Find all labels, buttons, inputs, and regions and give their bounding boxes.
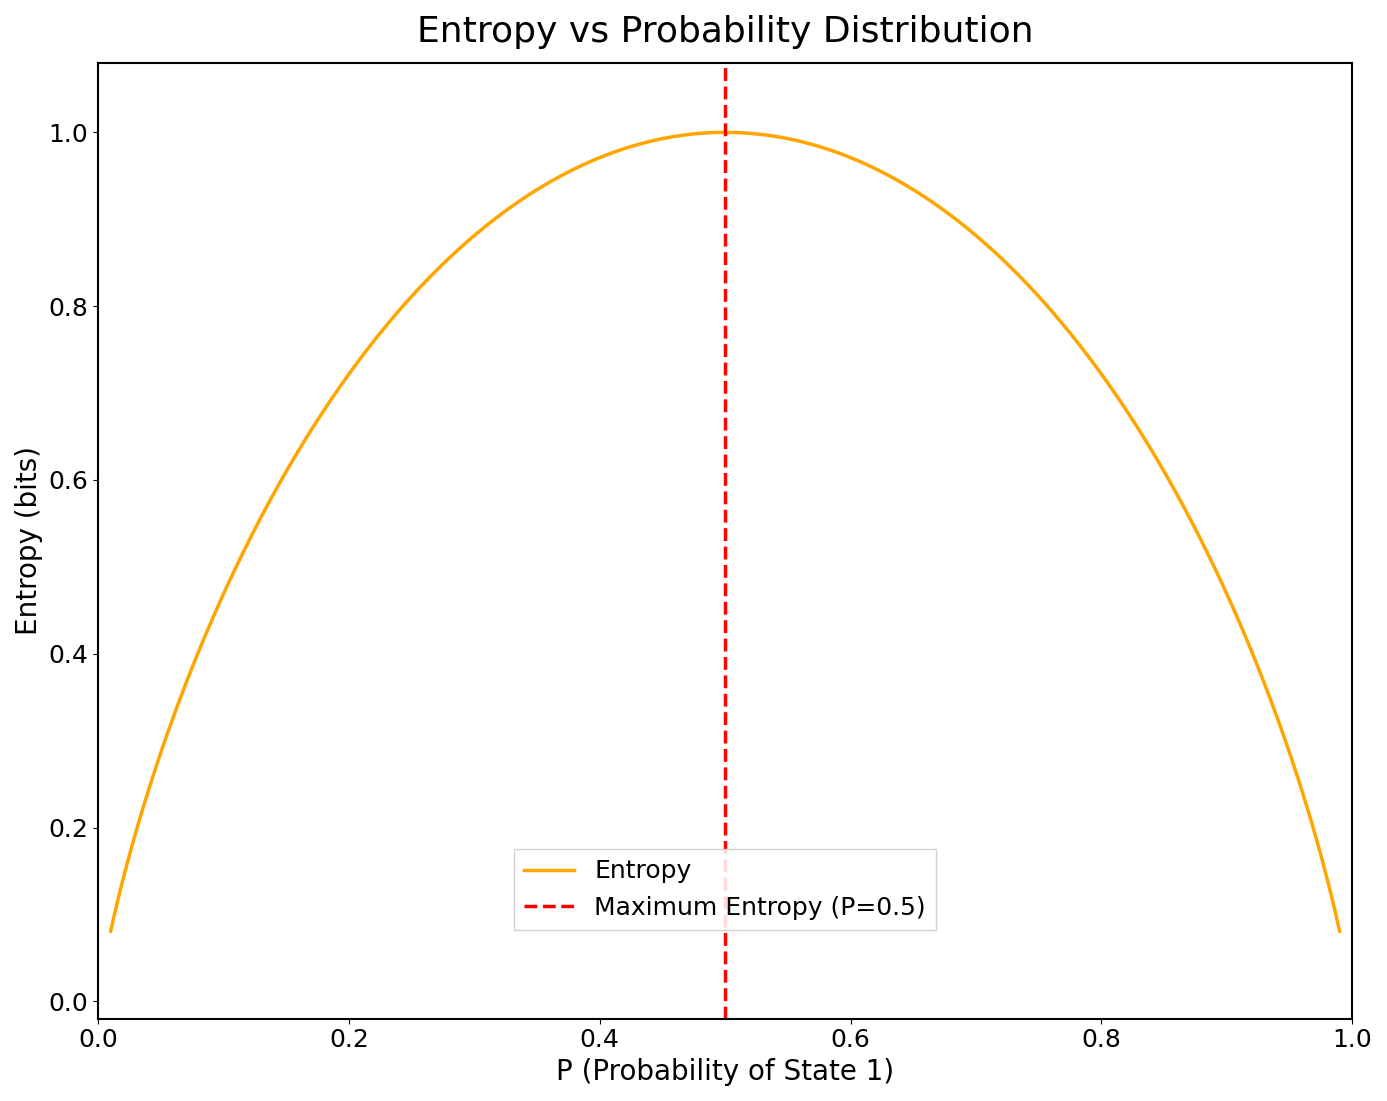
Entropy xyxy=(644,134,660,148)
Legend: Entropy, Maximum Entropy (P=0.5): Entropy, Maximum Entropy (P=0.5) xyxy=(515,849,936,929)
Entropy xyxy=(227,560,244,574)
Entropy xyxy=(947,212,964,226)
Entropy xyxy=(103,925,119,938)
Entropy xyxy=(1062,327,1079,340)
Entropy xyxy=(599,148,616,161)
Title: Entropy vs Probability Distribution: Entropy vs Probability Distribution xyxy=(417,15,1033,50)
Entropy xyxy=(717,126,734,139)
Entropy xyxy=(1332,925,1348,938)
X-axis label: P (Probability of State 1): P (Probability of State 1) xyxy=(556,1058,895,1086)
Line: Entropy: Entropy xyxy=(111,132,1340,931)
Entropy xyxy=(1085,356,1101,369)
Y-axis label: Entropy (bits): Entropy (bits) xyxy=(15,446,43,635)
